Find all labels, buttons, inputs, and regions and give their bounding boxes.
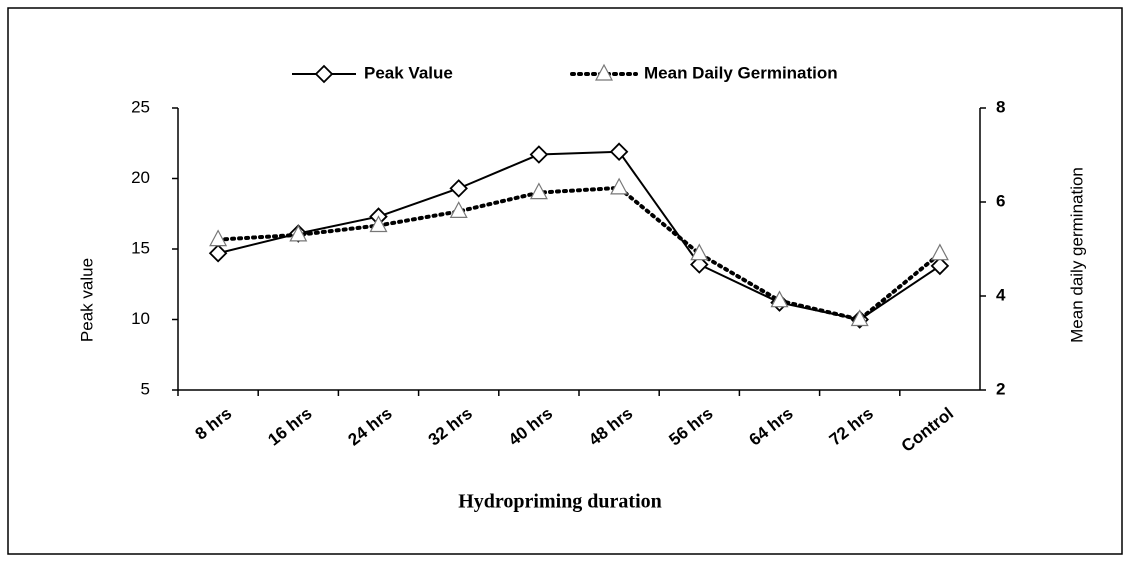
marker [595, 63, 613, 81]
y2-axis-title: Mean daily germination [1067, 167, 1086, 343]
y-axis-title: Peak value [77, 258, 96, 342]
y-tick-label: 5 [141, 379, 150, 398]
marker [930, 243, 949, 261]
series-line [216, 185, 942, 322]
marker [609, 142, 629, 161]
y-tick-label: 15 [131, 238, 150, 257]
x-axis-title: Hydropriming duration [458, 491, 662, 513]
marker [529, 182, 548, 200]
legend-label: Mean Daily Germination [644, 63, 838, 82]
marker [369, 215, 388, 233]
marker [770, 290, 789, 308]
legend-label: Peak Value [364, 63, 453, 82]
y2-tick-label: 4 [996, 285, 1006, 304]
marker [208, 243, 228, 263]
frame [7, 7, 1123, 555]
marker [529, 145, 549, 164]
marker [930, 256, 950, 276]
y-tick-label: 25 [131, 97, 150, 116]
marker [314, 64, 334, 84]
y-tick-label: 10 [131, 309, 150, 328]
marker [289, 224, 308, 242]
y-tick-label: 20 [131, 168, 150, 187]
marker [449, 179, 468, 198]
marker [690, 255, 709, 274]
y2-tick-label: 2 [996, 379, 1005, 398]
y2-tick-label: 8 [996, 97, 1005, 116]
marker [209, 229, 228, 247]
marker [449, 201, 468, 218]
marker [850, 309, 869, 327]
marker [610, 177, 629, 195]
y2-tick-label: 6 [996, 191, 1005, 210]
marker [690, 243, 709, 261]
